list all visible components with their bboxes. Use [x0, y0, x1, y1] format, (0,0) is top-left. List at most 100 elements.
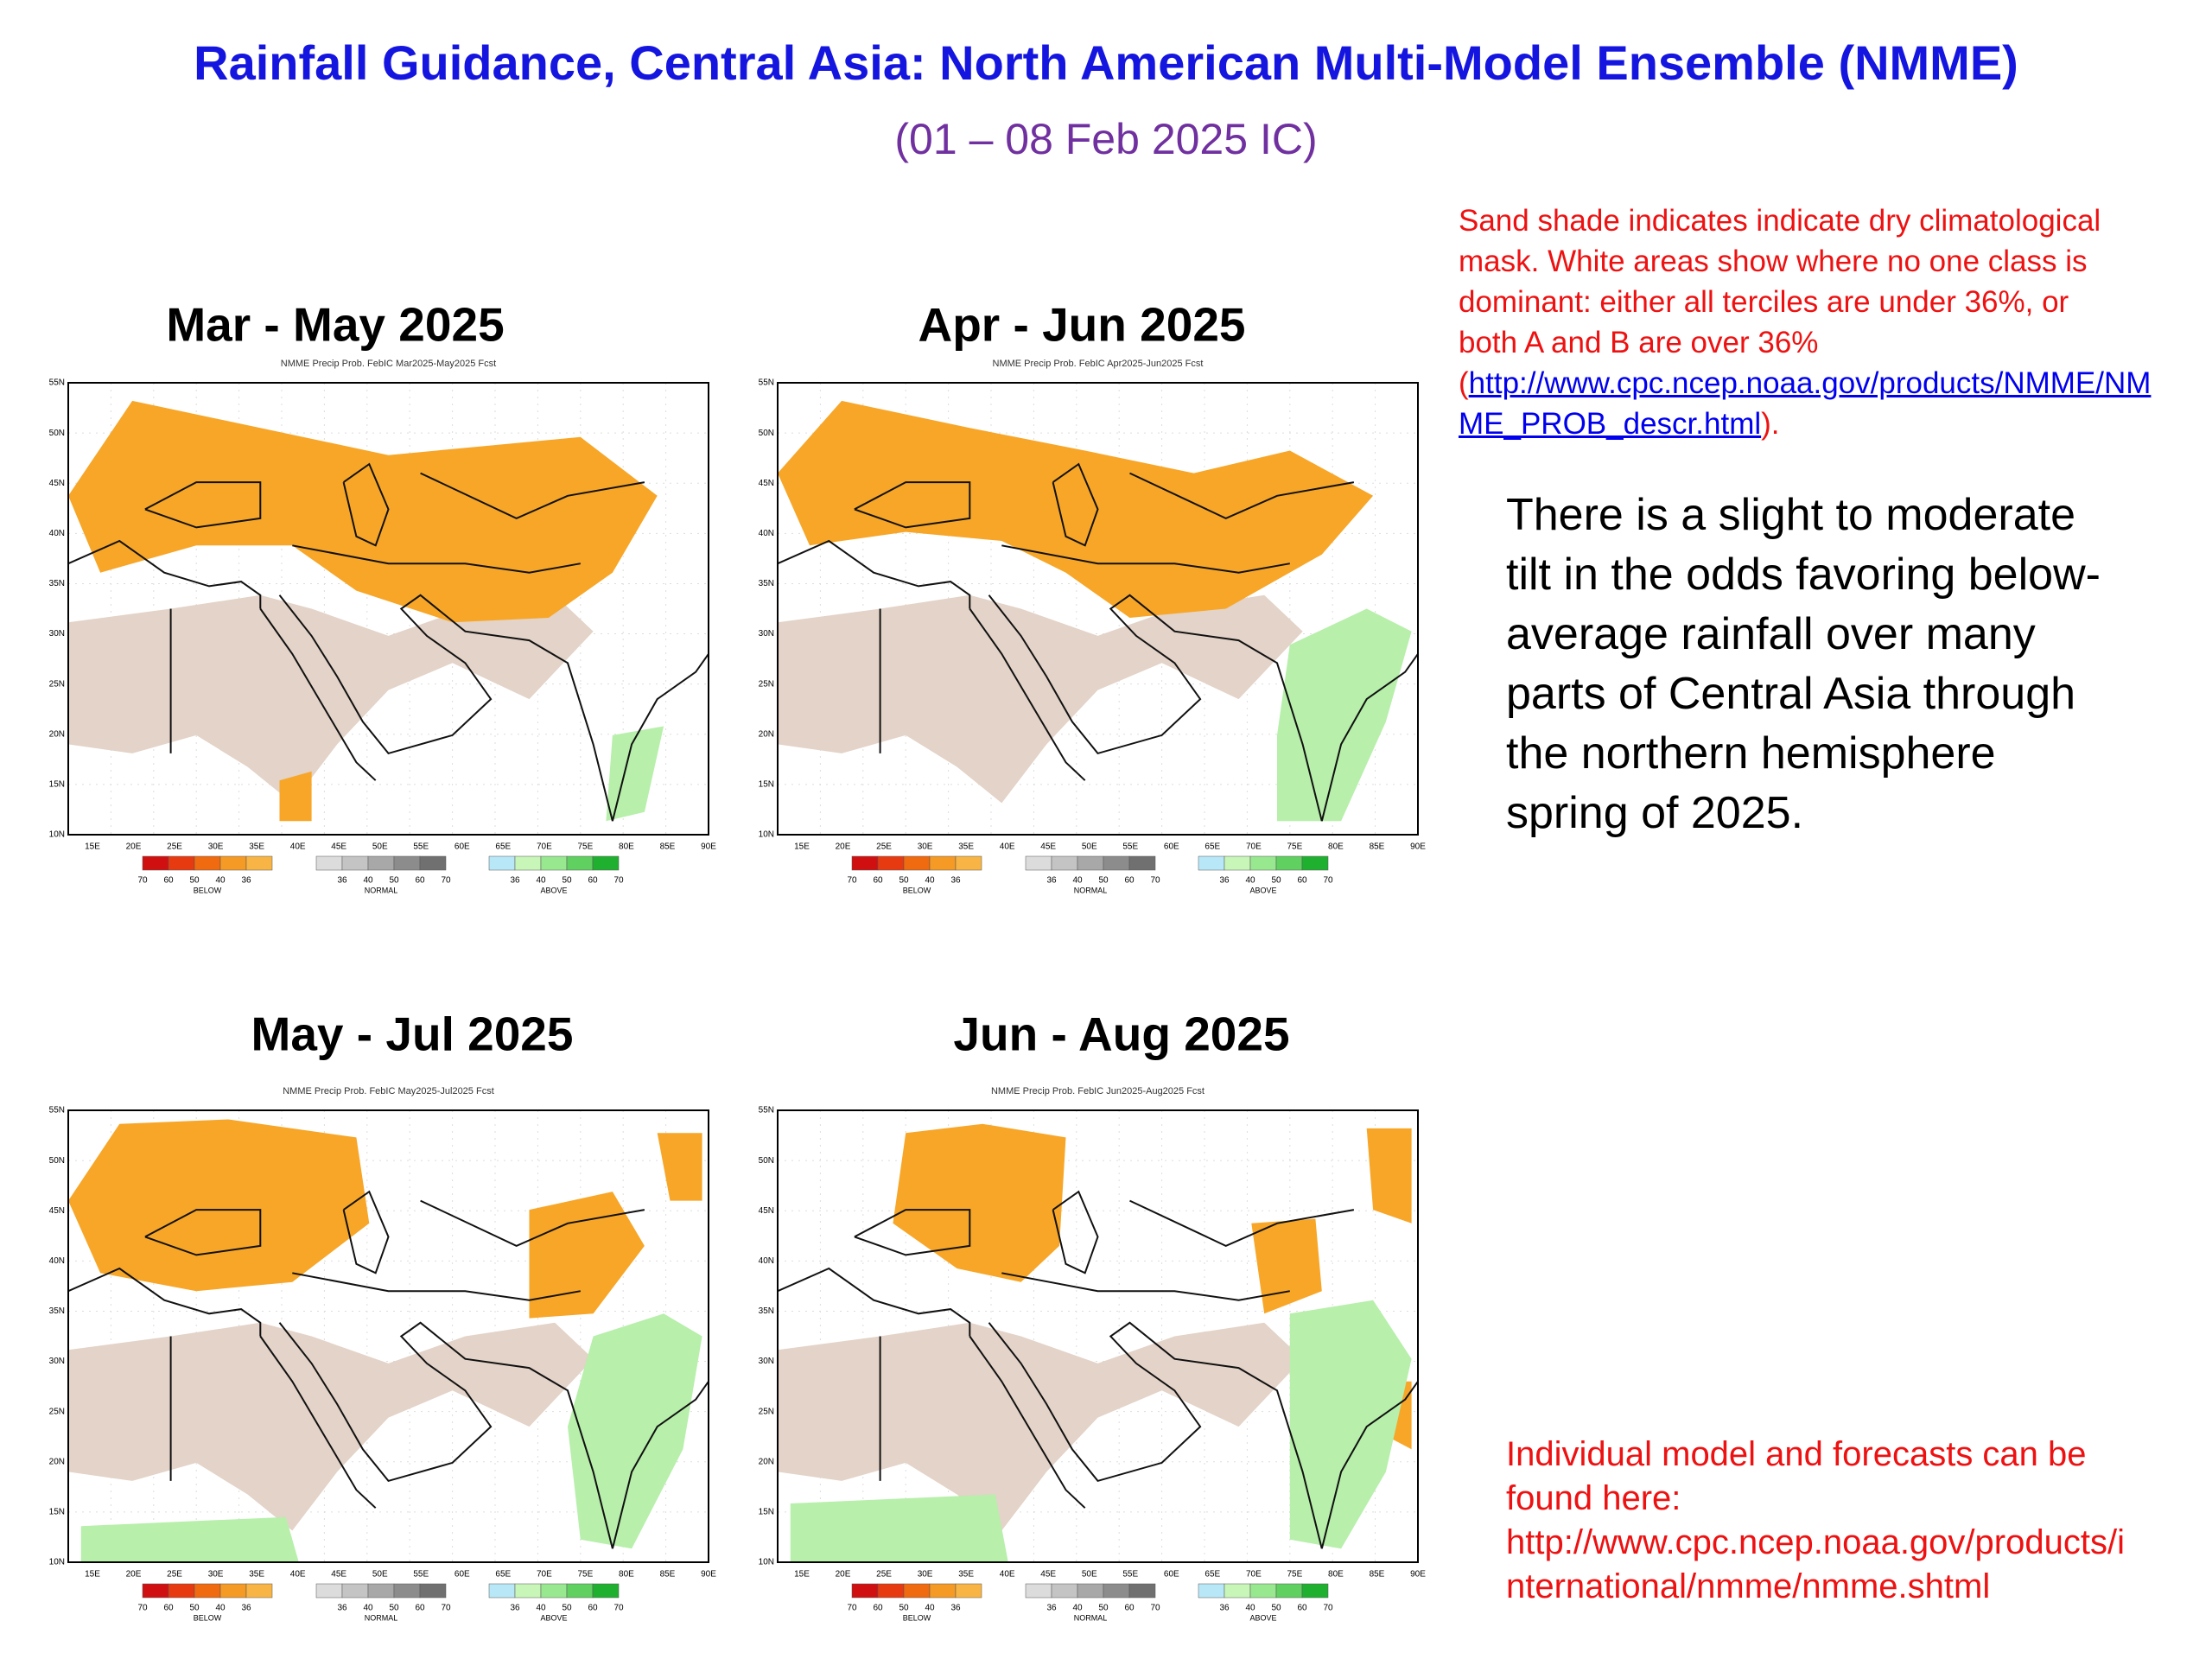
note-line: ME_PROB_descr.html).: [1459, 404, 2151, 444]
map-panel: Mar - May 2025 NMME Precip Prob. FebIC Ma…: [49, 298, 717, 895]
map-area: [778, 383, 1418, 835]
legend-swatch: [929, 1583, 957, 1599]
lon-label: 60E: [1164, 1570, 1179, 1580]
note-line: dominant: either all terciles are under …: [1459, 285, 2069, 319]
link[interactable]: http://www.cpc.ncep.noaa.gov/products/NM…: [1468, 366, 2152, 400]
coastline: [1052, 462, 1099, 547]
lon-label: 65E: [1205, 1570, 1220, 1580]
lat-label: 55N: [759, 1106, 774, 1116]
legend-swatch: [1051, 855, 1078, 871]
legend-value: 70: [1323, 876, 1333, 886]
map-panel: Apr - Jun 2025 NMME Precip Prob. FebIC Ap…: [759, 298, 1427, 895]
summary: There is a slight to moderate tilt in th…: [1506, 486, 2101, 843]
models-line: nternational/nmme/nmme.shtml: [1506, 1567, 1991, 1605]
title: Rainfall Guidance, Central Asia: North A…: [194, 35, 2018, 90]
legend-swatch: [851, 855, 879, 871]
legend-value: 60: [415, 1604, 425, 1613]
coastline: [988, 1321, 1323, 1549]
lat-label: 35N: [49, 1306, 65, 1316]
legend-value: 36: [337, 876, 347, 886]
lon-label: 85E: [660, 1570, 676, 1580]
lon-label: 30E: [918, 1570, 933, 1580]
lat-label: 55N: [49, 378, 65, 388]
coastline: [420, 472, 645, 519]
coastline: [292, 1272, 581, 1301]
lat-label: 40N: [49, 529, 65, 538]
legend-value: 60: [588, 1604, 598, 1613]
lat-label: 20N: [49, 1457, 65, 1466]
lon-label: 55E: [413, 1570, 429, 1580]
lon-label: 40E: [1000, 1570, 1015, 1580]
lon-label: 75E: [1287, 1570, 1303, 1580]
note: Sand shade indicates indicate dry climat…: [1459, 200, 2151, 444]
coastline: [1129, 472, 1355, 519]
coastline: [292, 544, 581, 574]
map-panel: Jun - Aug 2025 NMME Precip Prob. FebIC Ju…: [759, 1007, 1427, 1623]
legend-swatch: [1224, 855, 1251, 871]
lat-label: 50N: [49, 429, 65, 438]
legend-value: 70: [441, 1604, 451, 1613]
coastline: [1320, 653, 1418, 822]
legend-value: 36: [241, 1604, 251, 1613]
legend-swatch: [540, 1583, 568, 1599]
legend-value: 70: [613, 876, 624, 886]
legend-swatch: [851, 1583, 879, 1599]
below-area: [68, 400, 658, 623]
lon-label: 80E: [1328, 842, 1344, 852]
map-caption: NMME Precip Prob. FebIC May2025-Jul2025 …: [283, 1086, 494, 1096]
legend-name: BELOW: [194, 886, 222, 894]
legend-swatch: [566, 1583, 594, 1599]
legend-swatch: [194, 855, 221, 871]
legend-value: 60: [163, 1604, 174, 1613]
lon-label: 35E: [958, 1570, 974, 1580]
legend-swatch: [488, 855, 516, 871]
lon-label: 55E: [413, 842, 429, 852]
lon-label: 40E: [290, 842, 306, 852]
map-caption: NMME Precip Prob. FebIC Apr2025-Jun2025 …: [993, 359, 1204, 369]
lon-label: 30E: [208, 1570, 224, 1580]
legend-swatch: [955, 855, 982, 871]
lon-label: 85E: [1370, 1570, 1385, 1580]
lon-label: 40E: [290, 1570, 306, 1580]
coastline: [778, 1267, 971, 1337]
lat-label: 45N: [49, 1206, 65, 1216]
legend-value: 50: [389, 876, 399, 886]
summary-line: tilt in the odds favoring below-: [1506, 550, 2101, 600]
coastline: [68, 1267, 262, 1337]
legend-value: 40: [925, 876, 935, 886]
lon-label: 70E: [537, 842, 552, 852]
legend-value: 60: [873, 876, 883, 886]
legend-swatch: [245, 1583, 273, 1599]
dry-mask: [68, 1322, 594, 1531]
legend-swatch: [367, 1583, 395, 1599]
above-area: [568, 1313, 702, 1549]
lon-label: 90E: [701, 1570, 716, 1580]
legend-value: 40: [1072, 1604, 1083, 1613]
link[interactable]: ME_PROB_descr.html: [1459, 407, 1762, 441]
legend-swatch: [929, 855, 957, 871]
legend-swatch: [315, 1583, 343, 1599]
summary-line: There is a slight to moderate: [1506, 490, 2075, 540]
legend-value: 40: [1245, 876, 1255, 886]
coastline: [1129, 1199, 1355, 1247]
lon-label: 45E: [1040, 842, 1056, 852]
coastline: [278, 1321, 613, 1549]
coastline: [1001, 544, 1290, 574]
legend-value: 40: [215, 876, 226, 886]
summary-line: average rainfall over many: [1506, 609, 2036, 659]
lat-label: 10N: [759, 830, 774, 840]
above-area: [790, 1494, 1008, 1562]
legend-value: 60: [588, 876, 598, 886]
paren: ).: [1761, 407, 1780, 441]
lon-label: 20E: [836, 1570, 851, 1580]
lon-label: 75E: [578, 842, 594, 852]
legend-value: 70: [441, 876, 451, 886]
lon-label: 85E: [1370, 842, 1385, 852]
lon-label: 30E: [918, 842, 933, 852]
models-line: found here:: [1506, 1479, 1681, 1517]
legend-swatch: [367, 855, 395, 871]
lon-label: 25E: [876, 1570, 892, 1580]
legend-value: 36: [950, 876, 961, 886]
lat-label: 25N: [759, 679, 774, 689]
legend-swatch: [341, 855, 369, 871]
